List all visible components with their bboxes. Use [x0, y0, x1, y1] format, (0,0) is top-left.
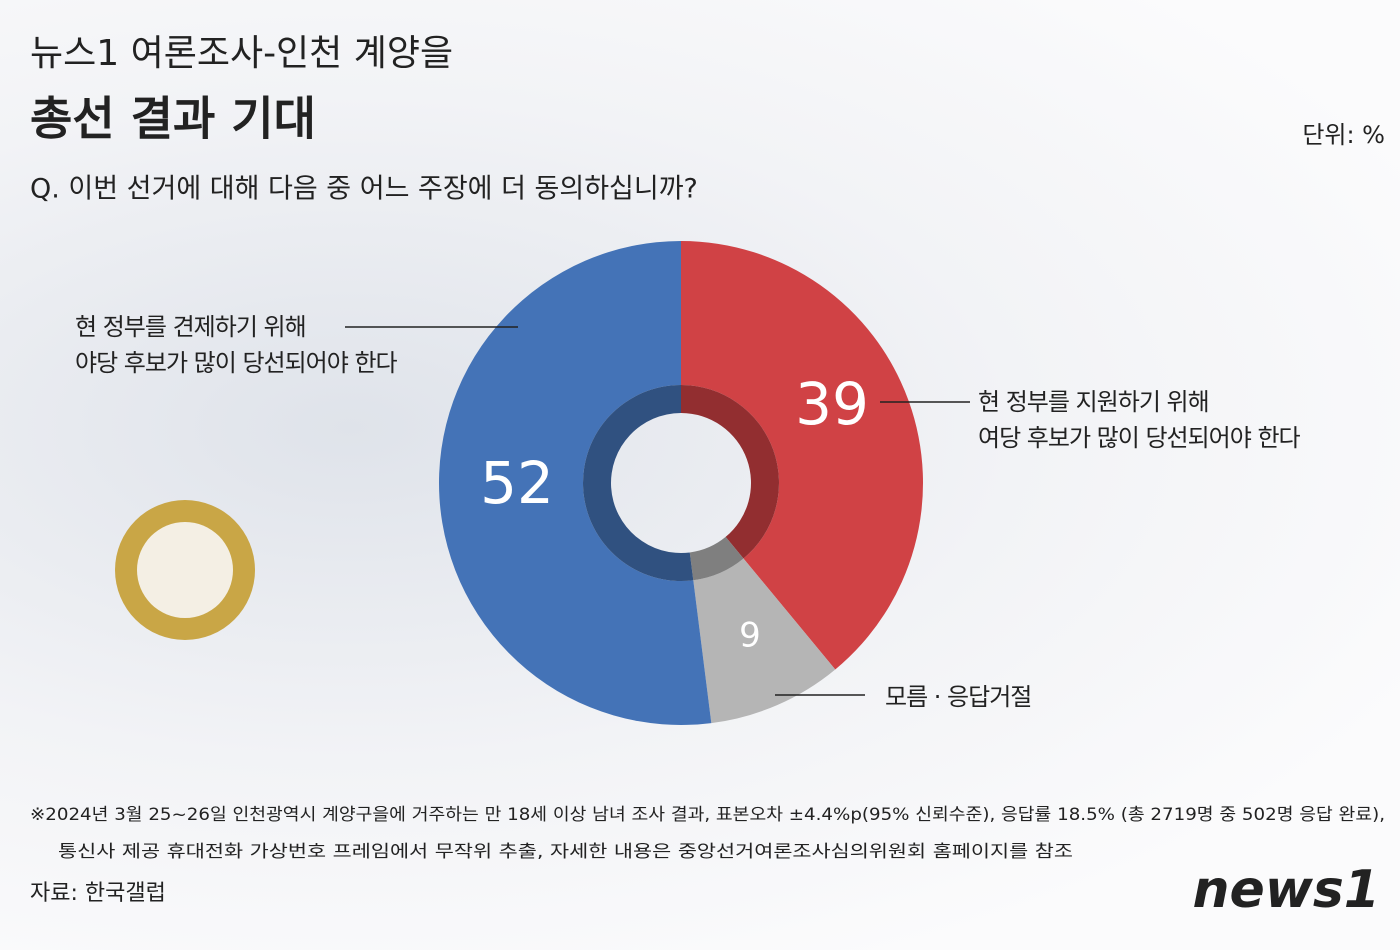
footnote: 통신사 제공 휴대전화 가상번호 프레임에서 무작위 추출, 자세한 내용은 중…: [58, 842, 1073, 862]
question: Q. 이번 선거에 대해 다음 중 어느 주장에 더 동의하십니까?: [30, 174, 698, 205]
slice: [438, 241, 712, 725]
value-label: 9: [739, 616, 761, 656]
slice: [681, 241, 923, 670]
slice: [693, 558, 836, 724]
pin-decoration: [137, 522, 233, 618]
category-label: 현 정부를 견제하기 위해 야당 후보가 많이 당선되어야 한다: [75, 313, 398, 377]
category-label: 현 정부를 지원하기 위해 여당 후보가 많이 당선되어야 한다: [978, 388, 1301, 452]
value-label: 52: [480, 449, 554, 517]
unit: 단위: %: [1302, 121, 1385, 149]
footnote: ※2024년 3월 25~26일 인천광역시 계양구을에 거주하는 만 18세 …: [30, 805, 1385, 825]
title-line1: 뉴스1 여론조사-인천 계양을: [30, 33, 453, 74]
slice-inner-ring: [582, 385, 694, 582]
logo: news1: [1193, 860, 1380, 920]
title-line2: 총선 결과 기대: [30, 92, 316, 146]
slice-inner-ring: [681, 385, 780, 559]
slice-inner-ring: [689, 536, 744, 581]
value-label: 39: [795, 370, 869, 438]
source: 자료: 한국갤럽: [30, 881, 166, 906]
category-label: 모름 · 응답거절: [885, 683, 1032, 711]
